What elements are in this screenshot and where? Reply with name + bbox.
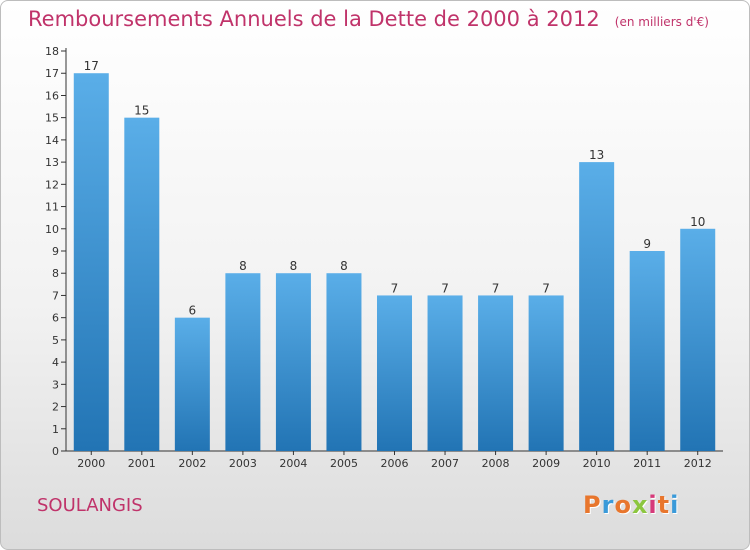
data-label: 8: [290, 259, 298, 273]
y-tick-label: 10: [45, 223, 59, 236]
y-tick-label: 12: [45, 178, 59, 191]
proxiti-logo[interactable]: Proxiti: [583, 491, 679, 519]
bar: [579, 162, 615, 451]
x-tick-label: 2007: [431, 457, 459, 470]
data-label: 9: [643, 237, 651, 251]
x-tick-label: 2005: [330, 457, 358, 470]
y-tick-label: 0: [52, 445, 59, 458]
y-tick-label: 15: [45, 112, 59, 125]
logo-letter: x: [631, 491, 649, 519]
y-tick-label: 14: [45, 134, 59, 147]
x-tick-label: 2010: [583, 457, 611, 470]
data-label: 8: [340, 259, 348, 273]
data-label: 17: [84, 59, 99, 73]
x-tick-label: 2000: [77, 457, 105, 470]
bar: [377, 295, 412, 451]
chart-title: Remboursements Annuels de la Dette de 20…: [28, 7, 709, 31]
data-label: 15: [134, 104, 149, 118]
y-tick-label: 13: [45, 156, 59, 169]
y-tick-label: 18: [45, 45, 59, 58]
x-tick-label: 2003: [229, 457, 257, 470]
bar: [275, 273, 311, 451]
logo-letter: o: [614, 491, 632, 519]
y-tick-label: 7: [52, 289, 59, 302]
y-tick-label: 6: [52, 312, 59, 325]
data-label: 7: [542, 281, 550, 295]
bar: [326, 273, 362, 451]
bar: [124, 117, 160, 452]
logo-letter: r: [601, 491, 615, 519]
y-tick-label: 3: [52, 378, 59, 391]
bar: [528, 295, 564, 451]
city-name: SOULANGIS: [37, 495, 143, 516]
y-tick-label: 4: [52, 356, 59, 369]
y-tick-label: 8: [52, 267, 59, 280]
logo-letter: i: [648, 491, 658, 519]
data-label: 8: [239, 259, 247, 273]
bar: [427, 295, 463, 451]
y-tick-label: 17: [45, 67, 59, 80]
bar: [680, 228, 716, 451]
x-tick-label: 2006: [381, 457, 409, 470]
x-tick-label: 2004: [279, 457, 307, 470]
data-label: 6: [189, 304, 197, 318]
x-tick-label: 2012: [684, 457, 712, 470]
y-tick-label: 2: [52, 401, 59, 414]
y-tick-label: 16: [45, 89, 59, 102]
x-tick-label: 2001: [128, 457, 156, 470]
x-tick-label: 2008: [482, 457, 510, 470]
x-tick-label: 2011: [633, 457, 661, 470]
logo-letter: P: [583, 491, 602, 519]
logo-letter: t: [657, 491, 671, 519]
data-label: 7: [441, 281, 449, 295]
data-label: 7: [492, 281, 500, 295]
data-label: 13: [589, 148, 604, 162]
bar: [73, 73, 109, 451]
bar: [478, 295, 514, 451]
x-tick-label: 2009: [532, 457, 560, 470]
data-label: 7: [391, 281, 399, 295]
bar: [225, 273, 261, 451]
unit-text: (en milliers d'€): [614, 15, 709, 29]
y-tick-label: 11: [45, 201, 59, 214]
y-tick-label: 1: [52, 423, 59, 436]
bar: [629, 251, 665, 451]
y-tick-label: 9: [52, 245, 59, 258]
logo-letter: i: [670, 491, 680, 519]
bar: [174, 317, 210, 451]
x-tick-label: 2002: [178, 457, 206, 470]
y-tick-label: 5: [52, 334, 59, 347]
title-text: Remboursements Annuels de la Dette de 20…: [28, 7, 600, 31]
data-label: 10: [690, 215, 705, 229]
